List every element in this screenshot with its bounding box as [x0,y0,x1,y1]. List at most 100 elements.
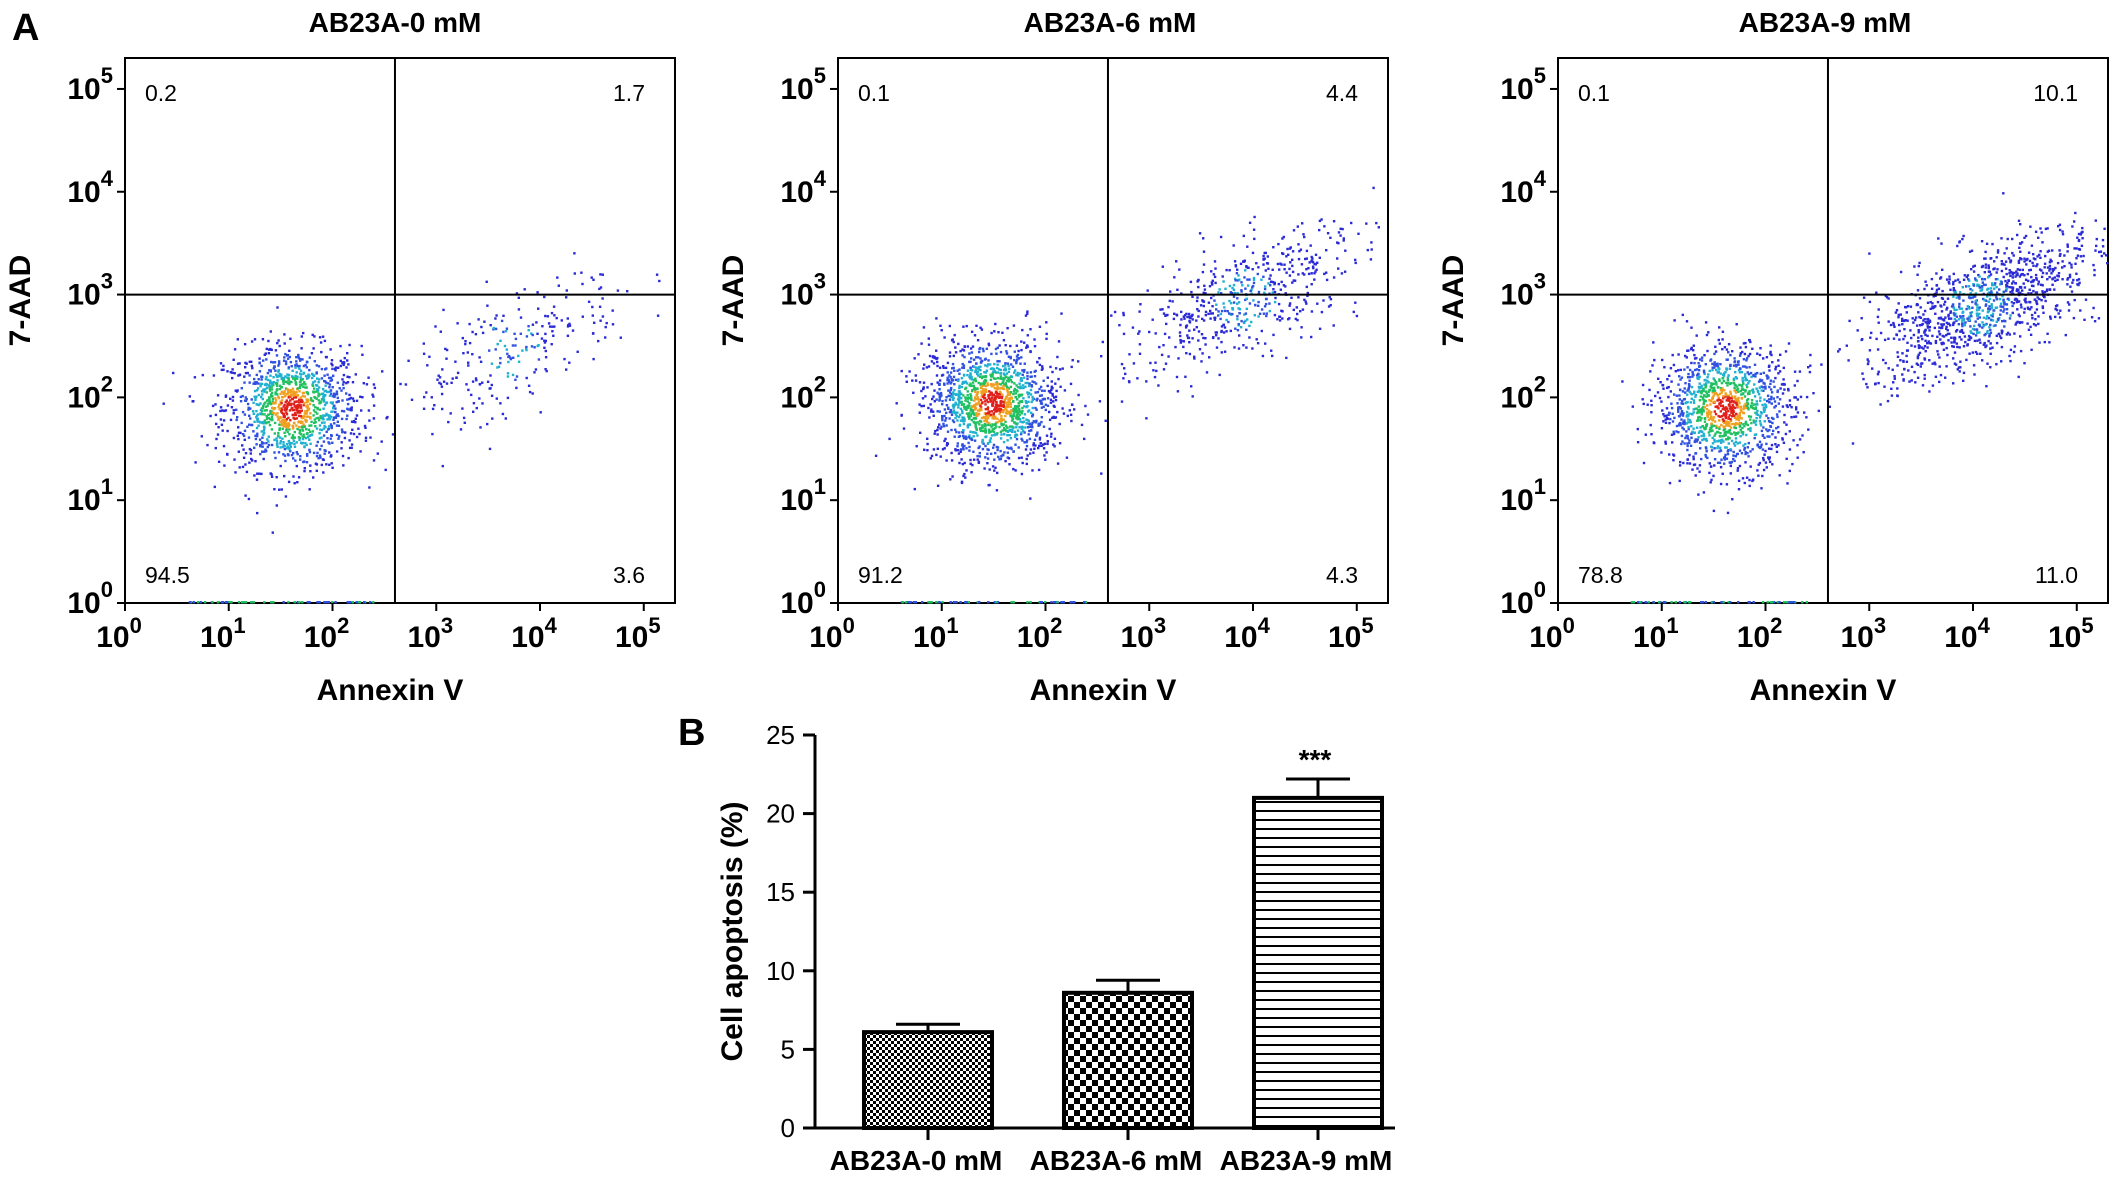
event-dot [456,322,459,325]
event-dot [1696,374,1699,377]
event-dot [2068,273,2072,277]
event-dot [1791,462,1794,466]
event-dot [267,396,271,399]
event-dot [1337,231,1341,234]
event-dot [1273,313,1277,317]
event-dot [1015,417,1018,420]
x-tick-label: 100 [809,613,855,654]
event-dot [590,276,593,279]
event-dot [1678,464,1682,467]
event-dot [1780,383,1784,386]
event-dot [1681,313,1684,317]
event-dot [314,425,317,428]
event-dot [295,383,298,386]
event-dot [976,390,980,394]
event-dot [242,456,246,459]
event-dot [2000,237,2003,240]
event-dot [537,344,540,347]
event-dot [250,398,253,401]
event-dot [1000,433,1003,436]
event-dot [241,394,244,398]
event-dot [1759,414,1762,418]
event-dot [1028,382,1031,385]
event-dot [1762,458,1765,462]
event-dot [581,282,584,286]
event-dot [295,424,298,427]
event-dot [1704,425,1707,429]
event-dot [528,390,532,394]
event-dot [323,414,326,417]
event-dot [915,445,918,448]
event-dot [1702,491,1706,494]
event-dot [294,364,297,367]
event-dot [942,425,946,428]
event-dot [973,399,976,402]
event-dot [263,419,267,422]
event-dot [1171,300,1174,303]
event-dot [563,357,566,361]
event-dot [1077,360,1080,363]
event-dot [965,324,968,328]
event-dot [308,356,311,359]
event-dot [655,273,659,276]
event-dot [327,425,331,428]
event-dot [1024,448,1028,451]
event-dot [1021,406,1024,410]
event-dot [994,347,998,351]
event-dot [1772,380,1775,383]
event-dot [1715,368,1718,372]
event-dot [962,474,965,478]
event-dot [301,394,304,398]
event-dot [1930,277,1934,281]
event-dot [1682,461,1685,465]
event-dot [943,439,946,443]
event-dot [410,398,414,401]
event-dot [991,372,994,375]
event-dot [1689,444,1693,447]
event-dot [1237,301,1241,304]
event-dot [1029,388,1033,392]
event-dot [441,407,444,411]
event-dot [953,383,956,386]
event-dot [244,371,248,375]
event-dot [1039,385,1043,389]
event-dot [1746,392,1750,396]
event-dot [509,357,513,361]
event-dot [991,423,994,426]
event-dot [1037,468,1041,472]
event-dot [312,404,315,407]
event-dot [1029,371,1033,374]
event-dot [938,410,941,413]
event-dot [1745,433,1748,437]
event-dot [1730,439,1734,443]
event-dot [249,417,252,420]
event-dot [981,440,984,443]
event-dot [1828,405,1831,408]
event-dot [1013,371,1016,374]
event-dot [1694,452,1698,455]
event-dot [297,357,301,360]
event-dot [280,407,283,410]
event-dot [1736,442,1739,445]
event-dot [1230,291,1234,295]
event-dot [304,363,307,367]
event-dot [1054,416,1058,419]
event-dot [960,419,963,422]
event-dot [1014,396,1017,399]
event-dot [1146,289,1149,292]
event-dot [1028,423,1031,426]
event-dot [1683,387,1686,390]
event-dot [280,411,284,414]
event-dot [1763,410,1766,413]
event-dot [1202,319,1206,322]
event-dot [1300,326,1303,329]
event-dot [1661,383,1664,387]
event-dot [306,601,309,604]
event-dot [947,406,950,409]
event-dot [568,322,571,326]
event-dot [968,375,971,379]
event-dot [226,404,230,407]
event-dot [286,426,290,430]
event-dot [1745,383,1748,387]
event-dot [1677,415,1681,418]
